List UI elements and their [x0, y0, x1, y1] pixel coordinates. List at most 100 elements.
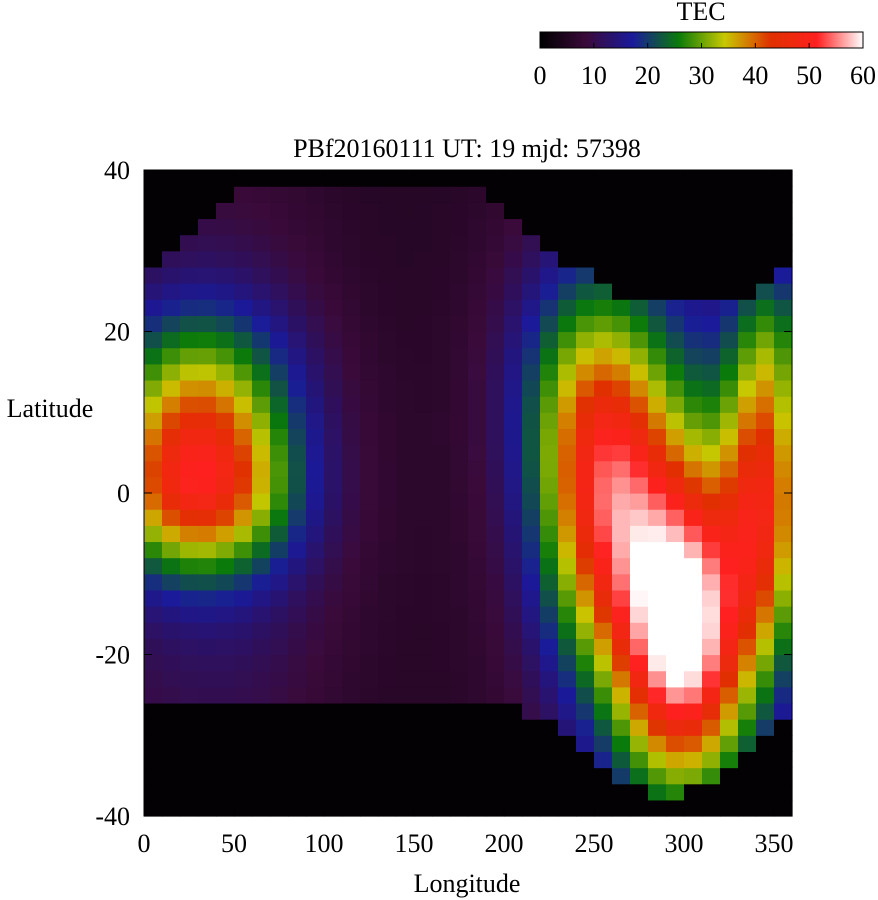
heatmap-cell: [684, 331, 703, 349]
heatmap-cell: [198, 266, 217, 284]
heatmap-cell: [450, 331, 469, 349]
heatmap-cell: [432, 606, 451, 623]
heatmap-cell: [378, 283, 397, 300]
heatmap-cell: [270, 509, 289, 526]
heatmap-cell: [756, 654, 775, 672]
heatmap-cell: [576, 638, 595, 656]
heatmap-cell: [756, 476, 775, 494]
heatmap-cell: [432, 250, 451, 268]
heatmap-cell: [198, 202, 217, 220]
heatmap-cell: [774, 315, 793, 333]
heatmap-cell: [288, 799, 307, 817]
heatmap-cell: [576, 347, 595, 365]
heatmap-cell: [522, 476, 541, 494]
heatmap-cell: [612, 283, 631, 300]
colorbar-tick-label: 20: [635, 61, 661, 90]
heatmap-cell: [360, 444, 379, 462]
heatmap-cell: [540, 573, 559, 591]
heatmap-cell: [576, 686, 595, 704]
heatmap-cell: [540, 315, 559, 333]
heatmap-cell: [396, 638, 415, 656]
heatmap-cell: [594, 186, 613, 203]
heatmap-cell: [180, 799, 199, 817]
heatmap-cell: [234, 606, 253, 623]
heatmap-cell: [252, 186, 271, 203]
heatmap-cell: [522, 250, 541, 268]
heatmap-cell: [594, 460, 613, 478]
heatmap-cell: [774, 250, 793, 268]
heatmap-cell: [162, 170, 181, 187]
heatmap-cell: [594, 396, 613, 413]
heatmap-cell: [306, 509, 325, 526]
heatmap-cell: [342, 186, 361, 203]
heatmap-cell: [288, 557, 307, 575]
heatmap-cell: [504, 412, 523, 429]
heatmap-cell: [414, 460, 433, 478]
heatmap-cell: [432, 396, 451, 413]
heatmap-cell: [432, 686, 451, 704]
heatmap-cell: [342, 476, 361, 494]
heatmap-cell: [720, 202, 739, 220]
heatmap-cell: [486, 799, 505, 817]
heatmap-cell: [162, 606, 181, 623]
heatmap-cell: [594, 573, 613, 591]
heatmap-cell: [432, 428, 451, 446]
heatmap-cell: [396, 557, 415, 575]
heatmap-cell: [756, 218, 775, 236]
heatmap-cell: [270, 493, 289, 510]
heatmap-cell: [558, 638, 577, 656]
heatmap-cell: [198, 670, 217, 688]
heatmap-cell: [576, 670, 595, 688]
heatmap-cell: [486, 460, 505, 478]
heatmap-cell: [198, 573, 217, 591]
heatmap-cell: [576, 428, 595, 446]
heatmap-cell: [666, 670, 685, 688]
heatmap-cell: [558, 218, 577, 236]
heatmap-cell: [594, 541, 613, 559]
heatmap-cell: [414, 412, 433, 429]
heatmap-cell: [396, 783, 415, 801]
heatmap-cell: [162, 589, 181, 607]
heatmap-cell: [630, 686, 649, 704]
heatmap-cell: [378, 702, 397, 720]
heatmap-cell: [198, 170, 217, 187]
heatmap-cell: [576, 735, 595, 752]
heatmap-cell: [522, 719, 541, 736]
heatmap-cell: [720, 412, 739, 429]
heatmap-cell: [630, 266, 649, 284]
heatmap-cell: [612, 589, 631, 607]
heatmap-cell: [540, 509, 559, 526]
heatmap-cell: [252, 234, 271, 252]
heatmap-cell: [720, 573, 739, 591]
heatmap-cell: [342, 589, 361, 607]
heatmap-cell: [234, 234, 253, 252]
heatmap-cell: [504, 186, 523, 203]
heatmap-cell: [396, 589, 415, 607]
heatmap-cell: [504, 525, 523, 543]
heatmap-cell: [648, 767, 667, 785]
heatmap-cell: [738, 476, 757, 494]
heatmap-cell: [504, 702, 523, 720]
heatmap-cell: [576, 557, 595, 575]
heatmap-cell: [324, 573, 343, 591]
heatmap-cell: [288, 509, 307, 526]
heatmap-cell: [216, 670, 235, 688]
heatmap-cell: [522, 331, 541, 349]
heatmap-cell: [450, 525, 469, 543]
heatmap-cell: [378, 509, 397, 526]
heatmap-cell: [558, 573, 577, 591]
heatmap-cell: [558, 266, 577, 284]
heatmap-cell: [738, 767, 757, 785]
heatmap-cell: [270, 557, 289, 575]
heatmap-cell: [396, 250, 415, 268]
heatmap-cell: [270, 686, 289, 704]
heatmap-cell: [630, 638, 649, 656]
heatmap-cell: [702, 266, 721, 284]
heatmap-cell: [756, 396, 775, 413]
colorbar-label: TEC: [676, 0, 725, 26]
heatmap-cell: [324, 234, 343, 252]
heatmap-cell: [180, 444, 199, 462]
heatmap-cell: [648, 379, 667, 397]
heatmap-cell: [342, 444, 361, 462]
heatmap-cell: [612, 299, 631, 316]
